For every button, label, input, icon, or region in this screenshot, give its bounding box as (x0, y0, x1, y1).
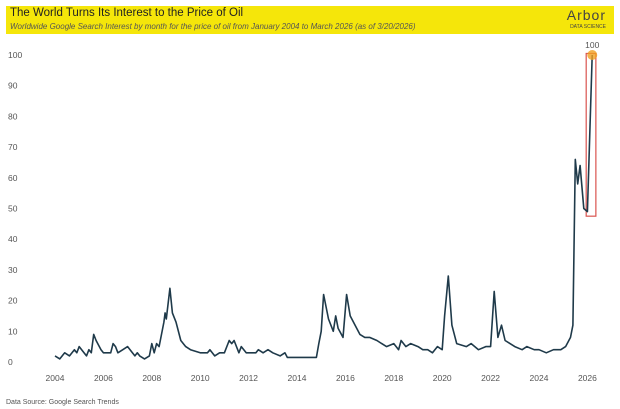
y-tick-label: 60 (8, 173, 18, 183)
title-banner: The World Turns Its Interest to the Pric… (6, 6, 614, 34)
x-tick-label: 2012 (239, 373, 258, 383)
x-tick-label: 2008 (142, 373, 161, 383)
data-source: Data Source: Google Search Trends (6, 399, 119, 406)
x-tick-label: 2006 (94, 373, 113, 383)
chart-subtitle: Worldwide Google Search Interest by mont… (10, 22, 416, 31)
x-tick-label: 2018 (384, 373, 403, 383)
y-tick-label: 30 (8, 265, 18, 275)
x-tick-label: 2016 (336, 373, 355, 383)
logo-text: Arbor (566, 7, 606, 23)
y-tick-label: 40 (8, 234, 18, 244)
y-tick-label: 90 (8, 81, 18, 91)
y-tick-label: 50 (8, 204, 18, 214)
x-tick-label: 2024 (530, 373, 549, 383)
x-tick-label: 2022 (481, 373, 500, 383)
x-tick-label: 2020 (433, 373, 452, 383)
y-tick-label: 10 (8, 326, 18, 336)
x-tick-label: 2010 (191, 373, 210, 383)
x-tick-label: 2014 (288, 373, 307, 383)
y-tick-label: 100 (8, 50, 22, 60)
y-tick-label: 70 (8, 142, 18, 152)
peak-label: 100 (585, 40, 599, 50)
search-interest-line (54, 54, 593, 360)
chart-title: The World Turns Its Interest to the Pric… (10, 7, 244, 19)
y-tick-label: 20 (8, 296, 18, 306)
arbor-logo: Arbor DATA SCIENCE (567, 7, 606, 31)
y-tick-label: 80 (8, 111, 18, 121)
x-tick-label: 2004 (46, 373, 65, 383)
x-tick-label: 2026 (578, 373, 597, 383)
y-tick-label: 0 (8, 357, 13, 367)
peak-marker (587, 50, 598, 60)
logo-subtext: DATA SCIENCE (570, 24, 606, 30)
